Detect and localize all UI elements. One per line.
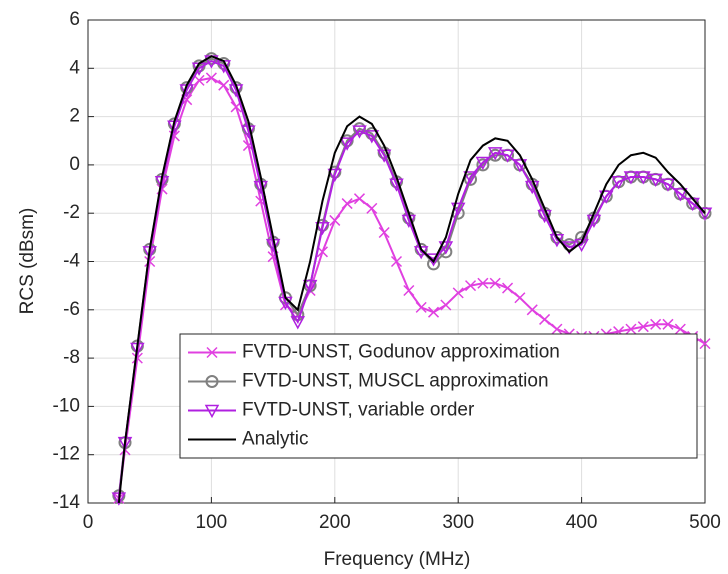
marker [403,284,415,297]
marker [414,242,428,256]
marker [450,202,466,216]
x-tick-label: 0 [83,512,94,533]
legend-box [179,333,698,459]
y-tick-label: -14 [53,492,81,513]
legend-label: FVTD-UNST, variable order [242,400,475,421]
y-tick-label: -2 [63,202,80,223]
marker [315,221,330,236]
marker [477,277,489,289]
x-tick-label: 400 [566,512,598,533]
plot-frame [87,19,706,504]
marker [611,176,626,190]
y-tick-label: 4 [69,57,80,78]
x-axis-label: Frequency (MHz) [324,549,471,570]
marker [193,74,205,86]
x-tick-label: 500 [689,512,721,533]
marker [465,280,477,292]
x-tick-label: 100 [196,512,228,533]
marker [427,306,440,318]
marker [488,148,502,162]
marker [662,318,674,330]
marker [599,190,614,204]
marker [329,214,341,226]
y-tick-label: 6 [69,9,80,30]
marker [341,198,353,210]
marker [205,72,217,84]
marker [539,313,551,325]
marker [452,287,464,299]
y-tick-label: 0 [69,154,80,175]
marker [205,375,219,388]
marker [550,230,564,244]
marker [475,156,491,171]
legend-label: Analytic [242,429,309,450]
marker [316,246,328,258]
marker [364,130,380,144]
series-line [117,59,706,499]
marker [526,304,538,316]
marker [636,171,651,185]
marker [463,171,478,185]
marker [144,255,156,268]
marker [623,171,639,185]
marker [660,178,676,192]
marker [648,173,663,187]
marker [673,188,688,202]
marker [218,79,230,91]
marker [340,134,354,148]
y-tick-label: -8 [63,347,80,368]
y-axis-label: RCS (dBsm) [17,208,38,315]
marker [290,316,306,330]
marker [366,202,378,214]
marker [352,125,367,139]
marker [302,279,318,294]
y-tick-label: -4 [63,251,80,272]
series-line [117,55,706,504]
marker [476,158,490,172]
y-tick-label: -12 [53,444,80,465]
marker [339,137,355,151]
y-tick-label: -10 [53,395,80,416]
marker [512,159,528,173]
marker [206,346,218,359]
marker [204,404,220,419]
marker [650,318,662,330]
marker [390,255,403,268]
legend: FVTD-UNST, Godunov approximation FVTD-UNS… [179,333,698,459]
marker [327,168,343,183]
marker [699,338,711,350]
marker [440,299,452,311]
marker [637,321,649,333]
marker [464,172,478,186]
marker [514,292,526,304]
marker [502,282,514,294]
marker [625,323,637,335]
x-tick-label: 200 [319,512,351,533]
legend-label: FVTD-UNST, MUSCL approximation [242,371,549,392]
marker [697,207,713,221]
marker [551,323,563,335]
y-tick-label: 2 [69,106,80,127]
y-tick-label: -6 [63,299,80,320]
marker [674,323,686,335]
marker [415,301,427,313]
marker [500,149,515,163]
x-tick-label: 300 [442,512,474,533]
marker [378,226,390,239]
marker [489,277,501,289]
marker [352,122,366,136]
legend-label: FVTD-UNST, Godunov approximation [242,342,560,363]
marker [131,352,143,364]
marker [353,193,366,205]
marker [487,147,503,161]
marker [438,241,454,255]
